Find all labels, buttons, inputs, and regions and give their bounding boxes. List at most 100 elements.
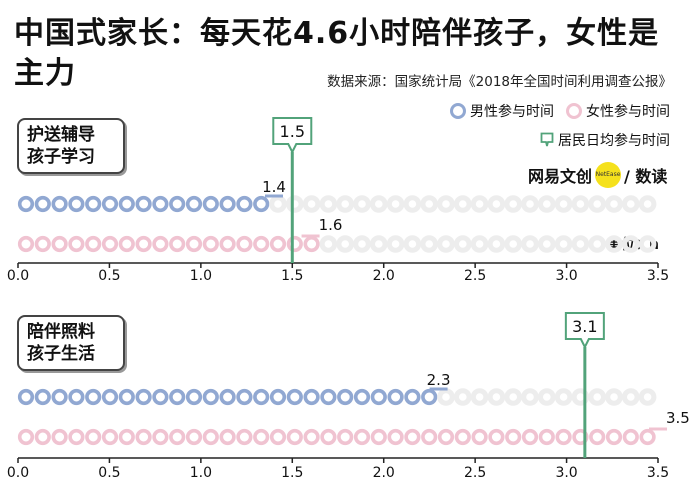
male-ring <box>17 195 35 213</box>
x-tick-label: 0.5 <box>98 465 120 481</box>
x-tick-label: 1.0 <box>190 268 212 284</box>
male-ring <box>202 388 219 406</box>
category-label-care: 陪伴照料 孩子生活 <box>17 315 125 371</box>
female-ring <box>521 428 539 446</box>
female-ring <box>236 428 253 446</box>
female-ring <box>337 428 354 446</box>
female-ring <box>421 428 438 446</box>
male-ring <box>303 388 320 406</box>
female-ring <box>253 235 270 253</box>
female-ring <box>269 235 287 253</box>
male-ring <box>85 388 102 406</box>
x-tick-label: 1.5 <box>281 268 303 284</box>
female-ring <box>169 235 186 253</box>
female-ring <box>34 428 51 446</box>
male-ring <box>538 388 556 406</box>
x-tick-label: 3.5 <box>647 465 669 481</box>
male-ring <box>370 195 388 213</box>
female-ring <box>505 428 522 446</box>
resident-average-callout <box>272 117 313 155</box>
female-ring <box>471 428 488 446</box>
male-ring <box>135 195 152 213</box>
x-tick-label: 3.0 <box>555 268 577 284</box>
male-ring <box>320 388 337 406</box>
female-ring <box>320 428 337 446</box>
resident-average-callout <box>564 312 605 350</box>
female-ring <box>639 428 656 446</box>
brand-dot-icon: NetEase <box>595 162 622 188</box>
male-ring <box>269 388 287 406</box>
legend-item-male: 男性参与时间 <box>450 101 554 121</box>
male-ring <box>571 388 590 406</box>
male-ring <box>286 195 304 213</box>
female-ring <box>303 428 320 446</box>
resident-average-label: 1.5 <box>280 122 305 141</box>
resident-average-label: 3.1 <box>572 317 597 336</box>
male-ring <box>504 195 523 213</box>
male-ring <box>622 388 640 406</box>
male-ring <box>118 195 135 213</box>
female-ring <box>504 235 523 253</box>
female-ring <box>34 235 51 253</box>
male-ring <box>554 388 573 406</box>
x-tick-label: 0.0 <box>7 465 29 481</box>
legend-label-male: 男性参与时间 <box>470 104 554 120</box>
female-ring <box>85 235 102 253</box>
x-tick-label: 2.0 <box>373 465 395 481</box>
brand-name: 网易文创 <box>528 167 593 186</box>
female-ring <box>638 235 657 253</box>
male-ring <box>521 195 539 213</box>
female-ring-icon <box>566 103 582 119</box>
female-ring <box>253 428 270 446</box>
x-tick-label: 1.5 <box>281 465 303 481</box>
male-ring <box>504 388 523 406</box>
male-ring <box>638 195 657 213</box>
female-ring <box>202 428 219 446</box>
female-ring <box>101 428 119 446</box>
x-tick-label: 3.0 <box>555 465 577 481</box>
male-ring <box>605 195 623 213</box>
female-ring <box>17 235 35 253</box>
male-ring <box>253 388 270 406</box>
male-ring <box>638 388 657 406</box>
female-ring <box>404 428 421 446</box>
male-ring <box>588 388 607 406</box>
female-ring <box>454 235 472 253</box>
female-ring <box>319 235 338 253</box>
female-ring <box>387 428 404 446</box>
male-ring <box>571 195 590 213</box>
male-ring <box>403 195 422 213</box>
chart-study: 1.4 1.6 0.0 0.5 1.0 1.5 2.0 2.5 3.0 3.5 1.5 <box>7 117 669 284</box>
female-value-label: 1.6 <box>319 216 343 234</box>
female-ring <box>588 235 607 253</box>
female-ring <box>555 428 572 446</box>
x-tick-label: 0.5 <box>98 268 120 284</box>
male-ring <box>269 195 287 213</box>
female-ring <box>605 428 623 446</box>
female-ring <box>622 428 639 446</box>
male-ring <box>152 388 169 406</box>
female-ring <box>554 235 573 253</box>
female-ring <box>605 235 623 253</box>
male-ring <box>236 195 253 213</box>
male-ring <box>454 195 472 213</box>
female-ring <box>68 235 85 253</box>
female-ring <box>454 428 471 446</box>
female-ring <box>202 235 219 253</box>
male-ring <box>101 195 119 213</box>
male-ring <box>605 388 623 406</box>
female-ring <box>51 428 68 446</box>
male-value-label: 1.4 <box>262 178 286 196</box>
female-ring <box>169 428 186 446</box>
male-ring <box>420 195 439 213</box>
male-ring <box>236 388 253 406</box>
female-ring <box>386 235 405 253</box>
female-ring <box>269 428 287 446</box>
male-ring <box>152 195 169 213</box>
male-ring <box>622 195 640 213</box>
chart-care: 2.3 3.5 0.0 0.5 1.0 1.5 2.0 2.5 3.0 3.5 3.1 <box>7 312 690 481</box>
male-ring <box>437 195 455 213</box>
female-ring <box>538 235 556 253</box>
male-ring <box>521 388 539 406</box>
male-ring <box>487 195 506 213</box>
